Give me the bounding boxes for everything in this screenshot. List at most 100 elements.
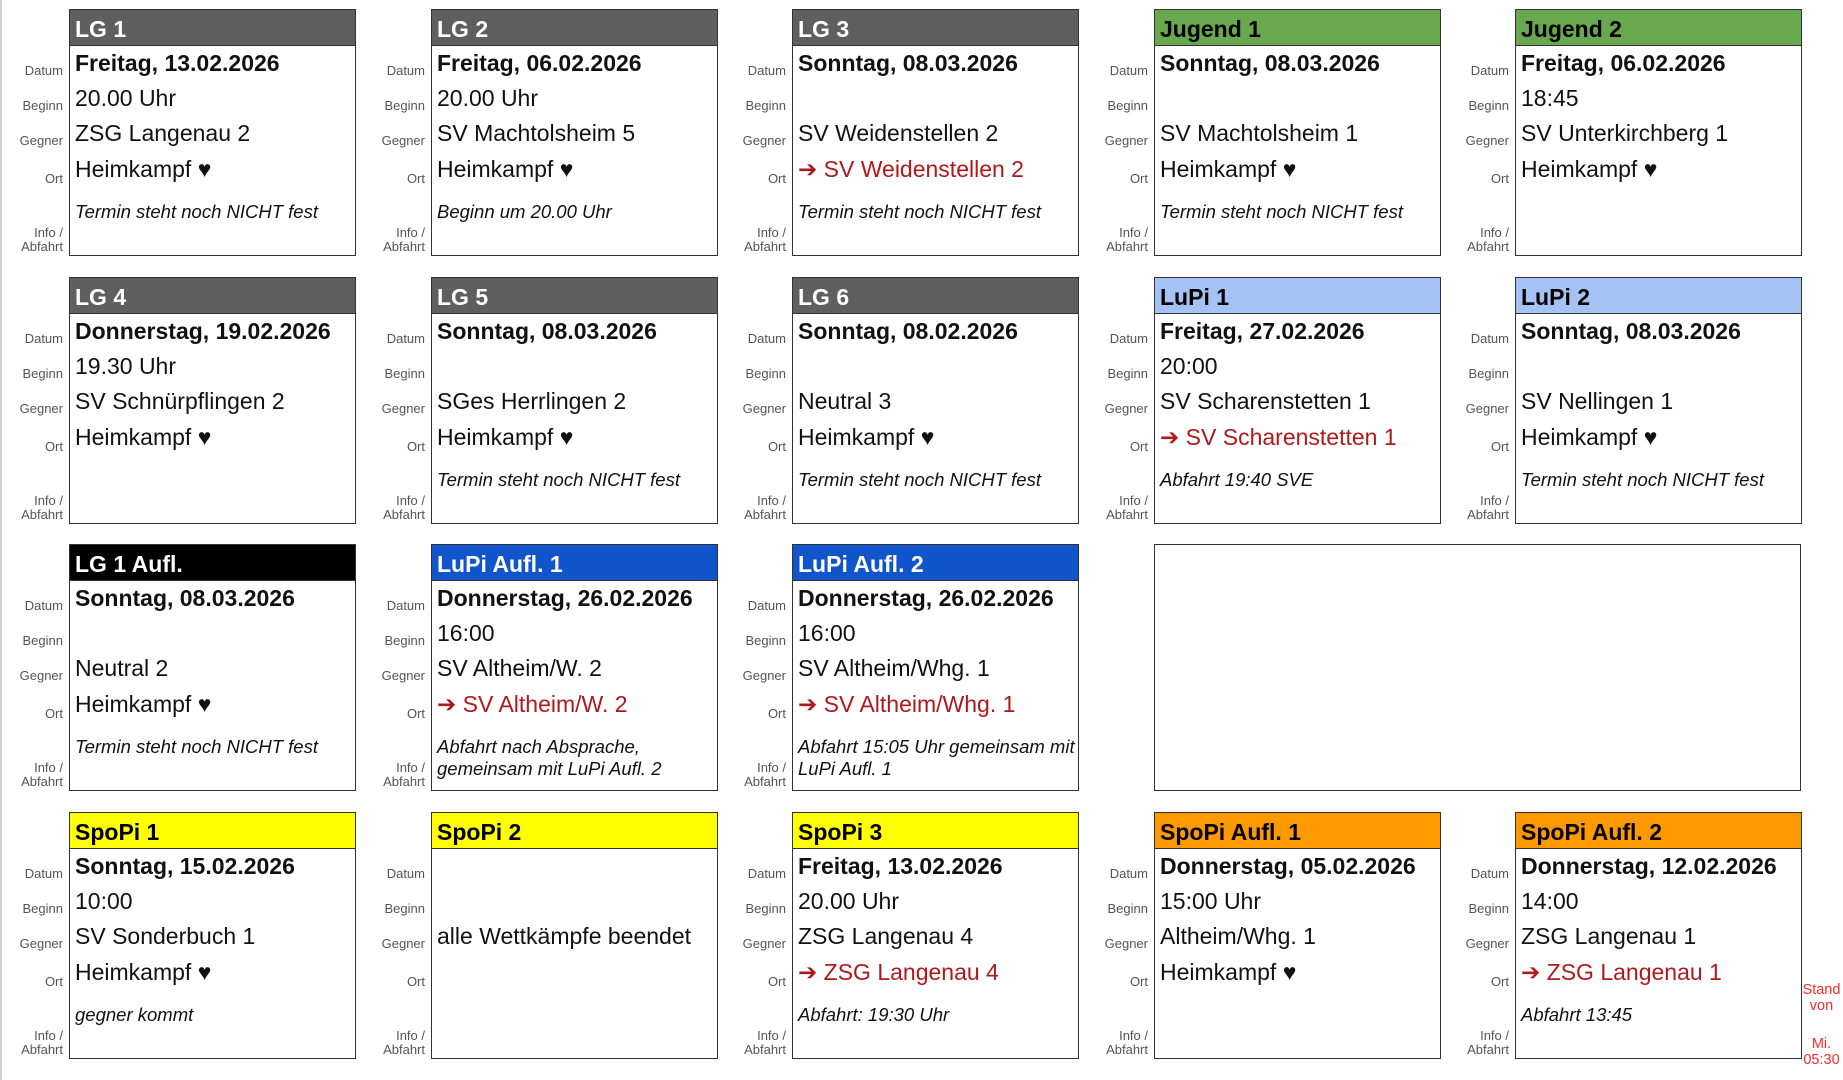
label-text: Ort <box>1490 439 1509 454</box>
card-begin: 18:45 <box>1521 85 1579 111</box>
label-text: Gegner <box>1465 133 1509 148</box>
label-opponent: Gegner <box>723 383 789 418</box>
label-begin: Beginn <box>723 615 789 650</box>
label-begin: Beginn <box>362 80 428 115</box>
label-text: Info / Abfahrt <box>744 493 786 522</box>
card-info: Abfahrt 19:40 SVE <box>1160 469 1314 490</box>
label-date: Datum <box>0 580 66 615</box>
card-info: Abfahrt 13:45 <box>1521 1004 1633 1025</box>
label-opponent: Gegner <box>0 650 66 685</box>
team-block: Datum Beginn Gegner Ort Info / Abfahrt SpoPi … <box>723 812 1085 1059</box>
label-text: Datum <box>747 598 786 613</box>
label-text: Beginn <box>1107 98 1148 113</box>
label-begin: Beginn <box>723 348 789 383</box>
label-text: Datum <box>386 63 425 78</box>
stand-line-3: Mi. <box>1811 1036 1832 1052</box>
label-opponent: Gegner <box>0 383 66 418</box>
label-opponent: Gegner <box>362 650 428 685</box>
label-info: Info / Abfahrt <box>1085 188 1151 256</box>
label-text: Info / Abfahrt <box>383 760 425 789</box>
card-location: Heimkampf ♥ <box>798 424 935 450</box>
label-text: Gegner <box>19 133 63 148</box>
label-text: Beginn <box>384 901 425 916</box>
team-card: LG 5 Sonntag, 08.03.2026 SGes Herrlingen 2… <box>431 277 718 524</box>
label-info: Info / Abfahrt <box>0 991 66 1059</box>
label-text: Datum <box>747 63 786 78</box>
team-block: Datum Beginn Gegner Ort Info / Abfahrt Jugend… <box>1085 9 1447 256</box>
label-text: Info / Abfahrt <box>383 225 425 254</box>
card-begin <box>793 81 1078 116</box>
team-block: Datum Beginn Gegner Ort Info / Abfahrt SpoPi … <box>0 812 362 1059</box>
team-card: LuPi 1 Freitag, 27.02.2026 20:00 SV Scharen… <box>1154 277 1441 524</box>
card-info: Abfahrt 15:05 Uhr gemeinsam mit LuPi Auf… <box>798 736 1075 779</box>
label-begin: Beginn <box>1446 883 1512 918</box>
label-info: Info / Abfahrt <box>362 723 428 791</box>
label-location: Ort <box>723 953 789 991</box>
label-location: Ort <box>1085 418 1151 456</box>
label-text: Ort <box>767 171 786 186</box>
label-text: Datum <box>1470 866 1509 881</box>
team-card: SpoPi 3 Freitag, 13.02.2026 20.00 Uhr ZSG L… <box>792 812 1079 1059</box>
label-info: Info / Abfahrt <box>0 188 66 256</box>
label-location: Ort <box>0 685 66 723</box>
card-begin <box>1516 349 1801 384</box>
card-location: ➔ ZSG Langenau 4 <box>798 959 999 985</box>
label-opponent: Gegner <box>1085 115 1151 150</box>
card-begin <box>432 349 717 384</box>
label-text: Datum <box>386 866 425 881</box>
label-text: Info / Abfahrt <box>1467 493 1509 522</box>
card-location: Heimkampf ♥ <box>75 424 212 450</box>
label-text: Ort <box>406 706 425 721</box>
label-text: Ort <box>1129 974 1148 989</box>
team-card: LuPi Aufl. 2 Donnerstag, 26.02.2026 16:00 S… <box>792 544 1079 791</box>
team-title: SpoPi Aufl. 1 <box>1155 813 1440 849</box>
label-date: Datum <box>1085 313 1151 348</box>
card-info <box>1155 992 1440 1060</box>
label-text: Info / Abfahrt <box>1467 1028 1509 1057</box>
label-text: Gegner <box>1465 401 1509 416</box>
label-text: Beginn <box>22 366 63 381</box>
card-date: Freitag, 13.02.2026 <box>75 50 280 76</box>
card-date: Sonntag, 08.03.2026 <box>437 318 657 344</box>
card-info: Abfahrt nach Absprache, gemeinsam mit Lu… <box>437 736 662 779</box>
label-opponent: Gegner <box>723 918 789 953</box>
card-begin: 20:00 <box>1160 353 1218 379</box>
label-location: Ort <box>362 685 428 723</box>
label-begin: Beginn <box>362 348 428 383</box>
team-title: LuPi Aufl. 2 <box>793 545 1078 581</box>
label-text: Gegner <box>742 401 786 416</box>
label-opponent: Gegner <box>0 115 66 150</box>
label-location: Ort <box>1446 418 1512 456</box>
card-opponent: alle Wettkämpfe beendet <box>437 923 692 949</box>
card-begin: 10:00 <box>75 888 133 914</box>
label-text: Datum <box>1109 866 1148 881</box>
team-card: LuPi Aufl. 1 Donnerstag, 26.02.2026 16:00 S… <box>431 544 718 791</box>
label-text: Ort <box>406 171 425 186</box>
card-date: Freitag, 27.02.2026 <box>1160 318 1365 344</box>
label-text: Ort <box>406 439 425 454</box>
card-begin <box>70 616 355 651</box>
label-location: Ort <box>723 150 789 188</box>
label-text: Beginn <box>745 98 786 113</box>
label-date: Datum <box>362 580 428 615</box>
card-location <box>432 954 717 992</box>
label-opponent: Gegner <box>1085 383 1151 418</box>
card-location: Heimkampf ♥ <box>437 156 574 182</box>
row-labels: Datum Beginn Gegner Ort Info / Abfahrt <box>362 45 428 256</box>
card-info: Termin steht noch NICHT fest <box>1521 469 1764 490</box>
label-info: Info / Abfahrt <box>723 456 789 524</box>
label-opponent: Gegner <box>1446 115 1512 150</box>
card-opponent: SV Nellingen 1 <box>1521 388 1674 414</box>
label-text: Datum <box>24 63 63 78</box>
label-text: Ort <box>44 439 63 454</box>
label-begin: Beginn <box>0 348 66 383</box>
team-title: Jugend 2 <box>1516 10 1801 46</box>
label-begin: Beginn <box>1085 80 1151 115</box>
card-date: Donnerstag, 19.02.2026 <box>75 318 331 344</box>
label-info: Info / Abfahrt <box>0 723 66 791</box>
team-title: LG 3 <box>793 10 1078 46</box>
label-text: Datum <box>1470 63 1509 78</box>
label-text: Beginn <box>1107 901 1148 916</box>
label-location: Ort <box>723 418 789 456</box>
team-card: SpoPi 1 Sonntag, 15.02.2026 10:00 SV Sonder… <box>69 812 356 1059</box>
